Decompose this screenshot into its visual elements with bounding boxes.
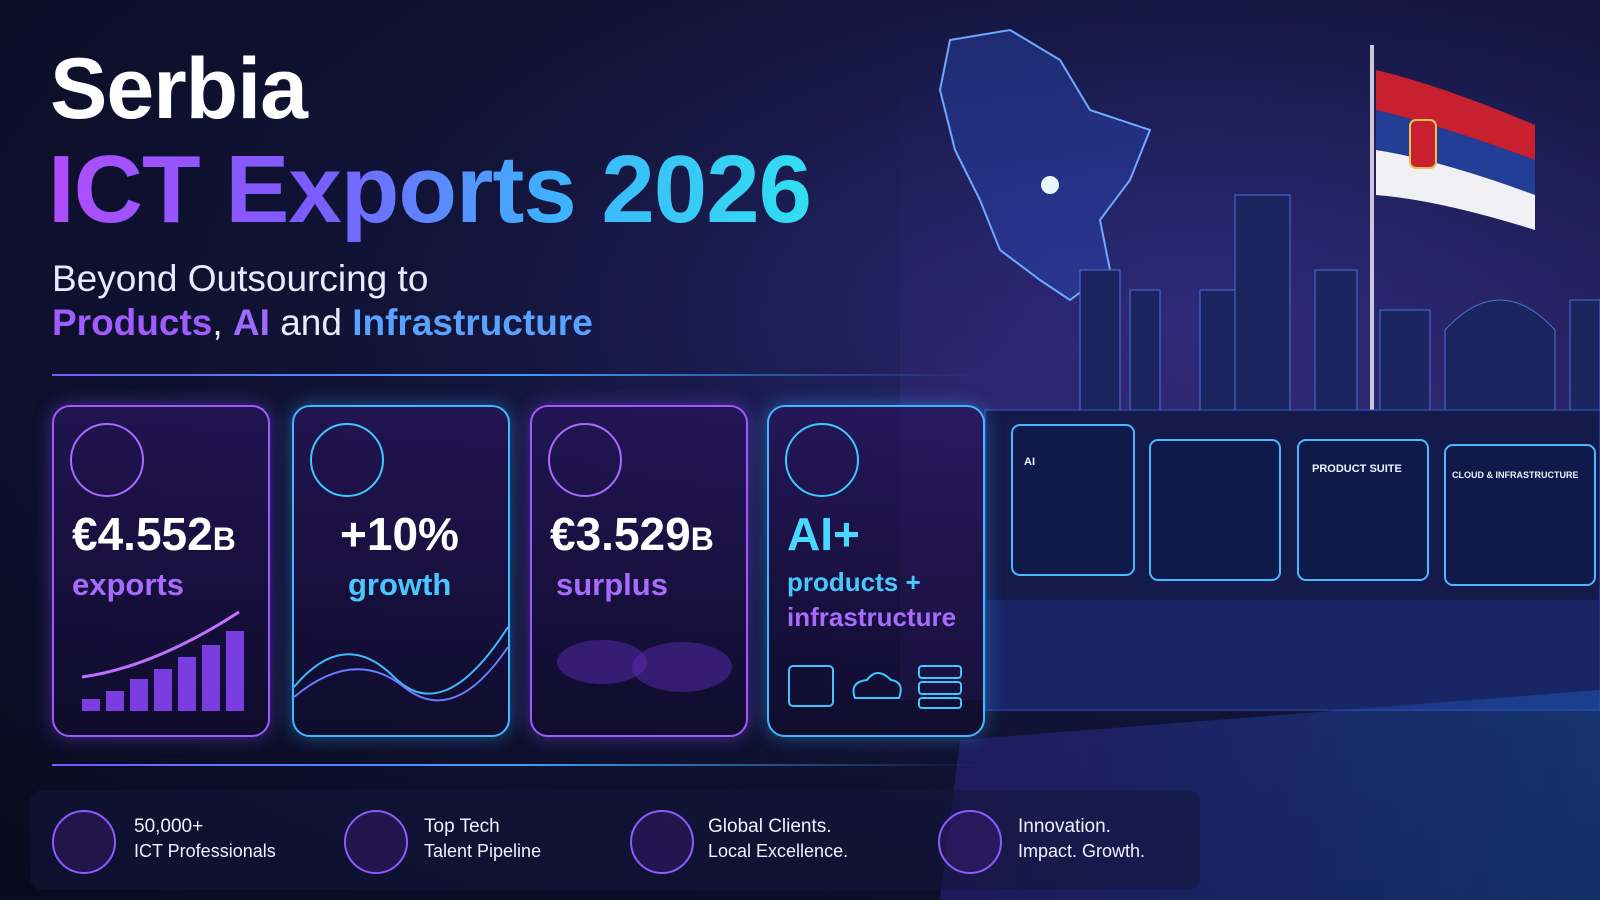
decoration	[788, 665, 834, 707]
footer-item: Global Clients. Local Excellence.	[708, 814, 848, 864]
decoration	[1409, 119, 1437, 169]
stat-label: products +	[787, 567, 921, 597]
panel-label: PRODUCT SUITE	[1312, 463, 1402, 475]
decoration	[1011, 424, 1135, 576]
decoration	[1129, 289, 1161, 421]
decoration	[1297, 439, 1429, 581]
footer-line: ICT Professionals	[134, 841, 276, 861]
subtitle: Beyond Outsourcing to	[52, 258, 429, 299]
footer-line: Innovation.	[1018, 816, 1111, 837]
unit: B	[690, 521, 714, 557]
decoration	[788, 665, 962, 709]
bars-art	[81, 610, 244, 711]
focus-word: AI	[232, 302, 270, 343]
title: Serbia	[50, 41, 308, 137]
decoration	[130, 679, 148, 711]
decoration	[632, 642, 732, 692]
decoration	[82, 631, 244, 711]
footer-item: 50,000+ ICT Professionals	[134, 814, 276, 864]
decoration	[918, 697, 962, 709]
stat-value: €3.529B	[550, 507, 714, 561]
world-art	[557, 640, 732, 692]
footer-line: Local Excellence.	[708, 841, 849, 861]
decoration	[294, 646, 508, 702]
decoration	[178, 657, 196, 711]
divider	[52, 374, 982, 376]
decoration	[1149, 439, 1281, 581]
footer-line: Global Clients.	[708, 816, 832, 837]
icon	[938, 810, 1002, 874]
footer-item: Innovation. Impact. Growth.	[1018, 814, 1145, 864]
headline: ICT Exports 2026	[48, 136, 812, 243]
decoration	[81, 610, 240, 679]
stat-value: AI+	[787, 508, 860, 560]
separator: ,	[212, 302, 233, 343]
value: €3.529	[550, 508, 691, 560]
decoration	[202, 645, 220, 711]
stat-label: growth	[348, 567, 452, 602]
focus-word: Products	[52, 302, 213, 343]
stat-value: €4.552B	[72, 507, 236, 561]
decoration	[1234, 194, 1291, 421]
decoration	[226, 631, 244, 711]
stat-card: €4.552B exports	[52, 405, 270, 737]
divider	[52, 764, 982, 766]
icon	[548, 423, 622, 497]
footer-line: Impact. Growth.	[1018, 841, 1146, 861]
map-glow	[1041, 176, 1059, 194]
floating-panels	[1011, 424, 1596, 586]
footer-line: Top Tech	[424, 816, 500, 837]
icon	[630, 810, 694, 874]
focus-word: Infrastructure	[352, 302, 593, 343]
stat-card: €3.529B surplus	[530, 405, 748, 737]
office-floor	[985, 600, 1600, 710]
decoration	[1376, 150, 1535, 230]
decoration	[294, 626, 508, 695]
decoration	[1376, 70, 1535, 160]
tech-icons	[788, 665, 962, 709]
panel-label: CLOUD & INFRASTRUCTURE	[1452, 470, 1579, 480]
decoration	[918, 681, 962, 695]
decoration	[918, 665, 962, 679]
skyline	[1079, 194, 1600, 421]
icon	[70, 423, 144, 497]
footer-line: 50,000+	[134, 816, 204, 837]
decoration	[1444, 444, 1596, 586]
wave-art	[294, 626, 508, 702]
icon	[785, 423, 859, 497]
panel-label: AI	[1024, 456, 1035, 468]
decoration	[1444, 299, 1556, 421]
flag	[1376, 70, 1535, 230]
stat-label: infrastructure	[787, 602, 957, 632]
icon	[344, 810, 408, 874]
stat-label: exports	[72, 567, 184, 602]
decoration	[82, 699, 100, 711]
stat-card: +10% growth	[292, 405, 510, 737]
decoration	[852, 672, 902, 699]
decoration	[1199, 289, 1241, 421]
separator: and	[269, 302, 353, 343]
decoration	[1569, 299, 1600, 421]
decoration	[154, 669, 172, 711]
footer-line: Talent Pipeline	[424, 841, 542, 861]
footer-bar: 50,000+ ICT Professionals Top Tech Talent …	[30, 790, 1200, 890]
icon	[52, 810, 116, 874]
decoration	[557, 640, 647, 684]
unit: B	[212, 521, 236, 557]
footer-item: Top Tech Talent Pipeline	[424, 814, 541, 864]
decoration	[1079, 269, 1121, 421]
stat-value: +10%	[340, 508, 459, 560]
subtitle-focus: Products, AI and Infrastructure	[52, 302, 593, 344]
stat-label: surplus	[556, 567, 668, 602]
decoration	[1314, 269, 1358, 421]
stat-card: AI+ products + infrastructure	[767, 405, 985, 737]
decoration	[106, 691, 124, 711]
decoration	[1379, 309, 1431, 421]
value: €4.552	[72, 508, 213, 560]
icon	[310, 423, 384, 497]
